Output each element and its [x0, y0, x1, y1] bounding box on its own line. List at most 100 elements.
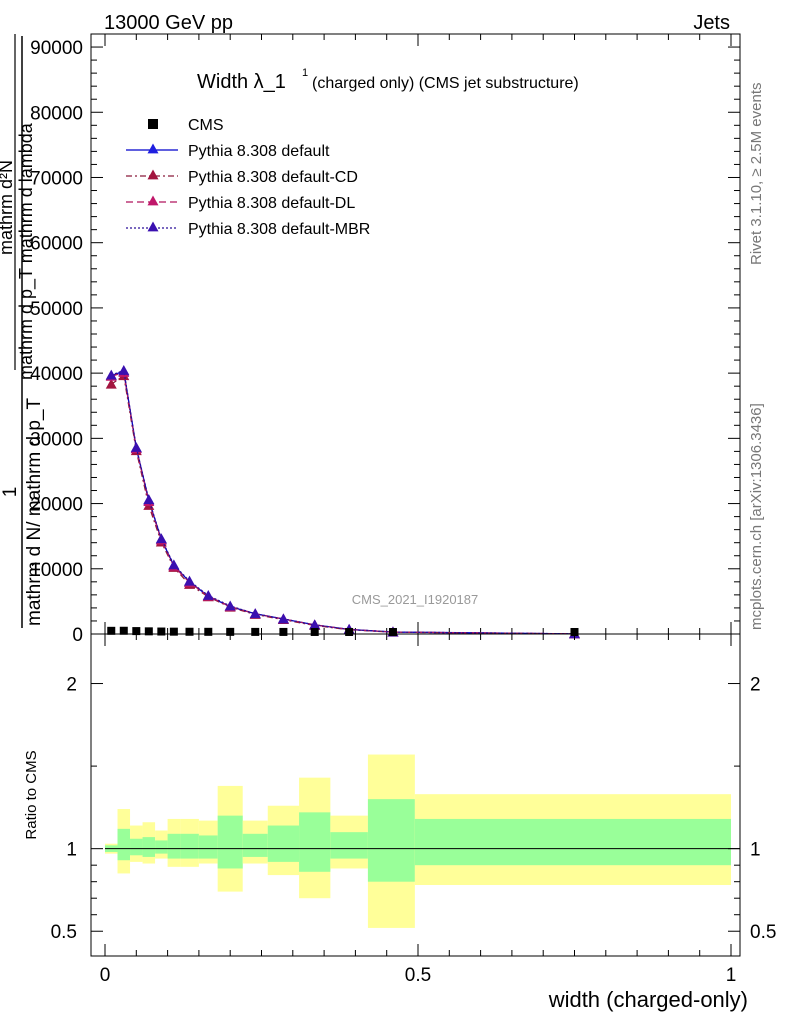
y-tick-label: 80000 [30, 103, 83, 124]
series-line-1 [110, 374, 575, 635]
legend-label-2: Pythia 8.308 default-DL [188, 195, 355, 212]
ratio-y-ticks: 0.5 0.5 1 1 2 2 [51, 675, 777, 944]
y-tick-label: 30000 [30, 429, 83, 450]
series-line-0 [111, 370, 575, 635]
x-axis-label: width (charged-only) [548, 987, 748, 1012]
series-marker-3 [143, 494, 155, 505]
cms-data-point [204, 627, 213, 636]
legend-marker-2 [147, 195, 159, 206]
cms-data-point [279, 627, 288, 636]
cms-data-point [157, 627, 166, 636]
ratio-band-inner [414, 818, 731, 866]
legend-marker-cms [148, 119, 158, 129]
ratio-y-tick-label-right: 2 [750, 675, 761, 696]
ratio-band-inner [167, 833, 181, 859]
ratio-band-inner [267, 825, 300, 862]
y-tick-label: 10000 [30, 560, 83, 581]
cms-data-point [310, 627, 319, 636]
ratio-y-tick-label-right: 1 [750, 840, 761, 861]
header-right: Jets [693, 12, 730, 34]
chart-title-superscript: 1 [302, 67, 308, 79]
ratio-panel-frame [90, 633, 741, 957]
ratio-band-inner [217, 815, 243, 869]
cms-data-point [119, 626, 128, 635]
ratio-bands [105, 754, 731, 928]
ratio-y-axis-label: Ratio to CMS [23, 750, 40, 839]
chart-title-main: Width λ_1 [197, 71, 286, 93]
ratio-band-inner [180, 833, 199, 859]
ratio-band-inner [330, 832, 368, 859]
y-tick-label: 70000 [30, 168, 83, 189]
legend: CMS Pythia 8.308 default Pythia 8.308 defa… [126, 117, 370, 238]
series-marker-3 [184, 575, 196, 586]
main-x-ticks [104, 34, 732, 634]
chart-subtitle: (charged only) (CMS jet substructure) [312, 75, 579, 92]
ylabel-num-prefix: 1 [0, 487, 21, 498]
ylabel-den2: mathrm d p_T mathrm d lambda [16, 122, 37, 380]
series-marker-3 [130, 441, 142, 452]
header-left: 13000 GeV pp [104, 12, 233, 34]
y-tick-label: 0 [72, 625, 83, 646]
main-y-ticks: 0 10000 20000 30000 40000 50000 60000 70000 8000… [30, 38, 740, 646]
mcplots-label: mcplots.cern.ch [arXiv:1306.3436] [748, 403, 765, 630]
ylabel-num2: mathrm d²N [0, 160, 16, 255]
chart-title: Width λ_1 1 (charged only) (CMS jet subs… [197, 67, 579, 93]
series-marker-3 [249, 608, 261, 619]
ratio-band-inner [198, 835, 218, 859]
y-tick-label: 50000 [30, 299, 83, 320]
ratio-y-tick-label: 0.5 [51, 922, 77, 943]
ratio-band-inner [130, 838, 143, 856]
series-marker-3 [168, 559, 180, 570]
series-marker-3 [309, 619, 321, 630]
cms-data-point [226, 627, 235, 636]
legend-label-3: Pythia 8.308 default-MBR [188, 221, 370, 238]
series-line-2 [111, 371, 575, 635]
legend-marker-1 [147, 169, 159, 180]
legend-label-cms: CMS [188, 117, 224, 134]
legend-label-1: Pythia 8.308 default-CD [188, 169, 358, 186]
ratio-panel: 0.5 0.5 1 1 2 2 0 0.5 1 Ratio to CMS width (cha… [23, 633, 777, 1012]
series-marker-1 [105, 378, 117, 389]
series-marker-3 [155, 533, 167, 544]
legend-marker-3 [147, 221, 159, 232]
cms-data-point [169, 627, 178, 636]
cms-data-point [251, 627, 260, 636]
y-tick-label: 90000 [30, 38, 83, 59]
y-tick-label: 20000 [30, 495, 83, 516]
y-tick-label: 40000 [30, 364, 83, 385]
ratio-y-tick-label: 2 [66, 675, 77, 696]
cms-data-point [345, 627, 354, 636]
ratio-x-ticks: 0 0.5 1 [100, 634, 737, 986]
x-tick-label: 1 [726, 965, 737, 986]
x-tick-label: 0 [100, 965, 111, 986]
cms-data-point [132, 627, 141, 636]
ratio-y-tick-label-right: 0.5 [750, 922, 776, 943]
ratio-band-inner [155, 840, 168, 854]
x-tick-label: 0.5 [405, 965, 431, 986]
series-layer [105, 365, 580, 639]
ratio-band-inner [299, 812, 331, 872]
cms-data-point [570, 627, 579, 636]
ratio-band-inner [367, 799, 415, 882]
series-marker-3 [224, 600, 236, 611]
series-marker-3 [277, 613, 289, 624]
ratio-band-inner [142, 837, 156, 857]
ratio-band-inner [117, 828, 131, 861]
cms-data-point [388, 627, 397, 636]
series-marker-3 [202, 590, 214, 600]
legend-marker-0 [147, 143, 159, 154]
ylabel-den: mathrm d N/ mathrm d p_T [24, 398, 45, 626]
series-marker-3 [118, 365, 130, 375]
watermark: CMS_2021_I1920187 [352, 592, 479, 607]
legend-label-0: Pythia 8.308 default [188, 143, 330, 160]
series-marker-3 [105, 369, 117, 380]
series-line-3 [111, 369, 575, 635]
cms-data-point [144, 627, 153, 636]
cms-data-point [185, 627, 194, 636]
rivet-label: Rivet 3.1.10, ≥ 2.5M events [748, 83, 765, 266]
cms-data-point [107, 626, 116, 635]
y-tick-label: 60000 [30, 234, 83, 255]
main-panel: 0 10000 20000 30000 40000 50000 60000 70000 8000… [30, 33, 741, 646]
main-y-axis-label: 1 mathrm d N/ mathrm d p_T mathrm d²N ma… [0, 34, 45, 628]
